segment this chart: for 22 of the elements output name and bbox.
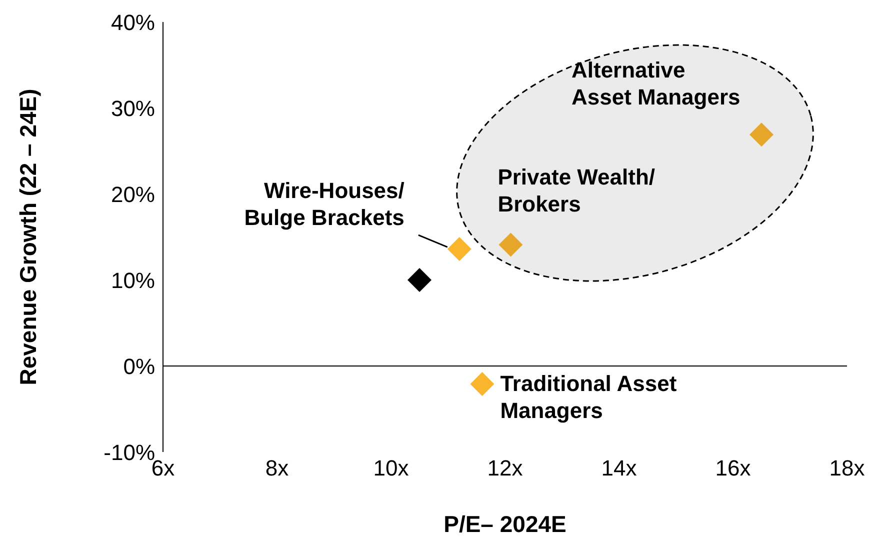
annotation: Wire-Houses/ Bulge Brackets (244, 178, 404, 230)
x-tick-label: 18x (829, 456, 865, 481)
point (408, 268, 432, 292)
y-axis-title: Revenue Growth (22 – 24E) (15, 88, 42, 386)
y-tick-label: 10% (110, 268, 155, 293)
point (750, 122, 774, 147)
y-tick-label: 30% (110, 96, 155, 121)
y-tick-label: 20% (110, 182, 155, 207)
annotation: Traditional Asset Managers (500, 371, 678, 424)
annotation: Private Wealth/ Brokers (498, 164, 656, 217)
annotation: Alternative Asset Managers (572, 58, 740, 110)
x-tick-label: 16x (715, 456, 751, 481)
x-tick-label: 10x (373, 456, 409, 481)
point (447, 237, 472, 262)
x-axis-title: P/E– 2024E (444, 511, 566, 537)
x-tick-label: 12x (487, 456, 523, 481)
x-tick-label: 8x (265, 456, 289, 481)
point (498, 232, 523, 257)
y-tick-label: 0% (123, 354, 155, 379)
x-tick-label: 14x (601, 456, 637, 481)
y-tick-label: 40% (110, 10, 155, 35)
point (470, 372, 494, 396)
